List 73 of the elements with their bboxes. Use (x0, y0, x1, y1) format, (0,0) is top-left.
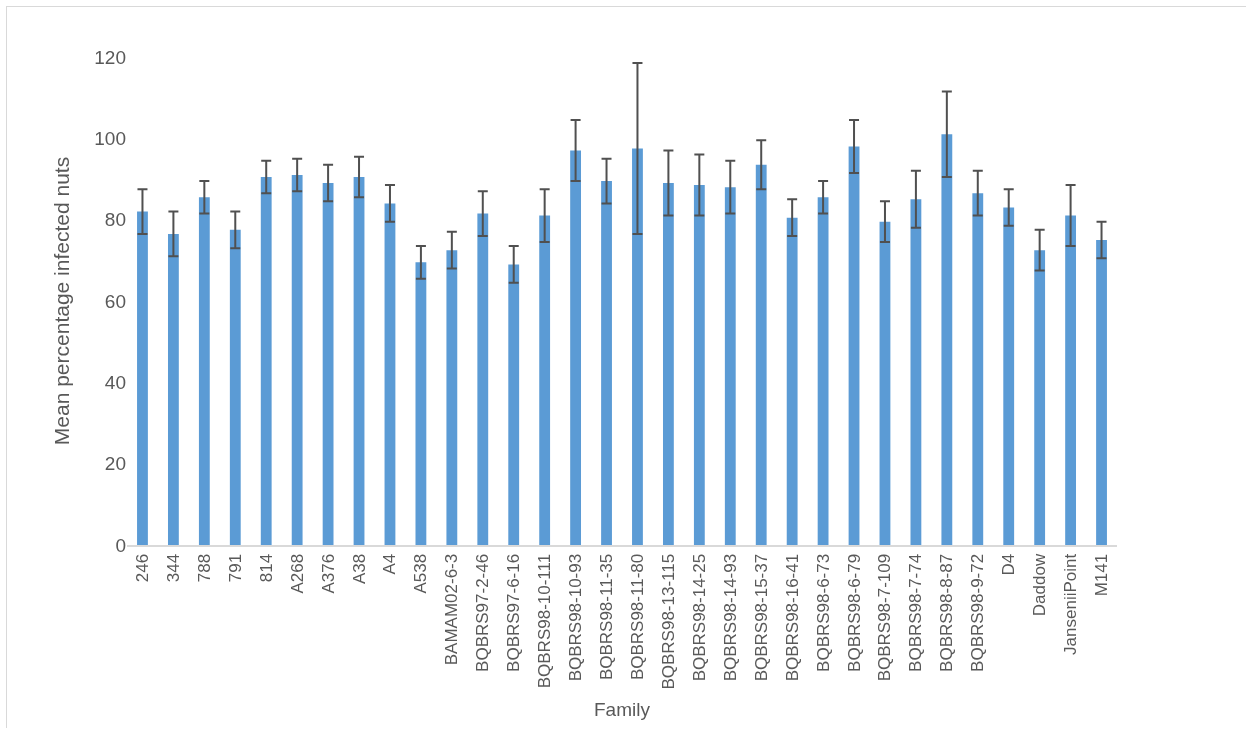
bar (508, 264, 520, 545)
x-tick-label: BQBRS98-11-35 (597, 553, 617, 681)
y-tick-label: 80 (104, 209, 126, 231)
x-tick-label: BQBRS98-15-37 (751, 553, 771, 682)
x-tick-label: BQBRS98-16-41 (782, 553, 802, 682)
bar (1003, 207, 1015, 545)
x-tick-label: 814 (256, 553, 276, 583)
bar (198, 197, 210, 545)
bar (137, 211, 148, 545)
x-tick-label: BQBRS98-7-74 (906, 553, 926, 672)
bar (724, 187, 736, 545)
bar (817, 197, 829, 545)
bar (910, 199, 922, 545)
bar (693, 185, 705, 545)
x-tick-label: BQBRS98-6-79 (844, 553, 864, 672)
x-tick-label: BAMAM02-6-3 (442, 553, 462, 666)
x-tick-label: BQBRS98-14-93 (720, 553, 740, 682)
x-tick-label: A268 (287, 553, 307, 594)
bar (941, 134, 953, 545)
bar (601, 181, 612, 545)
x-tick-label: A38 (349, 553, 369, 585)
x-tick-label: A376 (318, 553, 338, 594)
x-tick-label: A538 (411, 553, 431, 594)
x-tick-label: BQBRS98-9-72 (968, 553, 988, 672)
bar (662, 183, 674, 545)
x-tick-label: Daddow (1030, 553, 1050, 617)
bar (260, 176, 272, 545)
x-tick-label: BQBRS98-8-87 (937, 553, 957, 672)
x-tick-label: 344 (163, 553, 183, 583)
x-tick-label: BQBRS97-2-46 (473, 553, 493, 672)
bar (539, 215, 551, 545)
x-tick-label: BQBRS98-10-93 (566, 553, 586, 682)
bar (848, 146, 860, 545)
x-axis-title: Family (594, 698, 651, 720)
x-tick-label: BQBRS98-7-109 (875, 553, 895, 682)
x-tick-label: 791 (225, 553, 245, 583)
y-tick-label: 40 (104, 371, 126, 393)
x-tick-label: A4 (380, 553, 400, 575)
bar (291, 174, 303, 545)
bar (1034, 250, 1046, 545)
y-tick-label: 20 (104, 453, 126, 475)
bar (1065, 215, 1077, 545)
bar (632, 148, 643, 545)
x-tick-label: D4 (999, 553, 1019, 576)
y-tick-label: 0 (115, 534, 126, 556)
y-axis-title: Mean percentage infected nuts (50, 156, 74, 446)
x-tick-label: JanseniiPoint (1061, 553, 1081, 655)
bar (755, 164, 767, 545)
x-tick-label: 788 (194, 553, 214, 583)
bar (384, 203, 396, 545)
x-tick-label: BQBRS98-6-73 (813, 553, 833, 672)
y-tick-label: 100 (94, 127, 126, 149)
bar (879, 221, 891, 545)
bar (477, 213, 489, 545)
x-tick-label: BQBRS98-11-80 (627, 553, 647, 681)
bar (972, 193, 984, 545)
bar (415, 262, 427, 545)
bar (322, 183, 334, 545)
bar (353, 176, 365, 545)
bar (1096, 240, 1107, 545)
bar (570, 150, 582, 545)
x-tick-label: BQBRS98-14-25 (689, 553, 709, 682)
x-tick-label: BQBRS97-6-16 (504, 553, 524, 672)
y-tick-label: 60 (104, 290, 126, 312)
y-tick-label: 120 (94, 46, 126, 68)
x-tick-label: BQBRS98-10-111 (535, 553, 555, 689)
x-tick-label: 246 (132, 553, 152, 583)
bar (167, 233, 179, 545)
bar (446, 250, 458, 545)
bar (229, 229, 241, 545)
x-tick-label: BQBRS98-13-115 (658, 553, 678, 690)
x-tick-label: M141 (1092, 553, 1112, 597)
bar (786, 217, 798, 545)
